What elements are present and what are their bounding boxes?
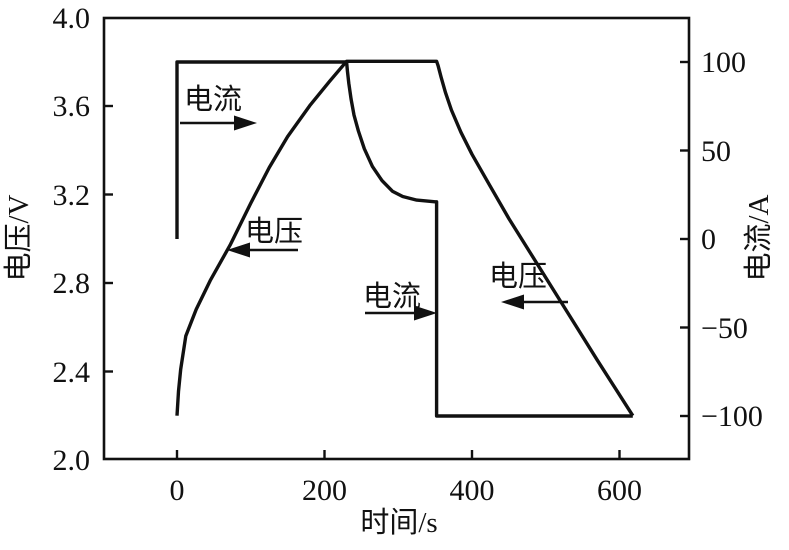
annotation-voltage-charge-label: 电压 — [245, 215, 303, 248]
right-tick-label-0: 0 — [701, 223, 716, 256]
x-tick-label-200: 200 — [302, 474, 347, 507]
left-axis-ticks — [104, 104, 113, 373]
left-tick-label-2.8: 2.8 — [53, 267, 91, 300]
left-tick-label-2.4: 2.4 — [53, 356, 91, 389]
right-axis-ticks — [680, 60, 689, 418]
voltage-curve — [175, 59, 635, 417]
right-axis-title: 电流/A — [742, 194, 775, 281]
x-tick-label-0: 0 — [170, 474, 185, 507]
right-tick-label-minus100: −100 — [701, 400, 763, 433]
annotation-current-charge: 电流 — [180, 83, 257, 131]
arrow-right-icon — [414, 305, 437, 321]
right-tick-label-50: 50 — [701, 135, 731, 168]
annotation-current-discharge-label: 电流 — [363, 280, 421, 313]
arrow-left-icon — [227, 242, 250, 258]
current-curve — [175, 60, 633, 418]
annotation-current-discharge: 电流 — [363, 280, 437, 321]
right-tick-label-minus50: −50 — [701, 312, 748, 345]
annotation-current-charge-label: 电流 — [184, 83, 242, 116]
annotation-voltage-charge: 电压 — [227, 215, 303, 258]
arrow-right-icon — [234, 115, 257, 131]
left-tick-label-3.2: 3.2 — [53, 179, 91, 212]
x-tick-label-600: 600 — [597, 474, 642, 507]
annotation-voltage-discharge: 电压 — [489, 260, 568, 310]
x-axis-title: 时间/s — [360, 506, 437, 539]
annotation-voltage-discharge-label: 电压 — [489, 260, 547, 293]
left-tick-label-3.6: 3.6 — [53, 90, 91, 123]
x-axis-ticks — [175, 450, 621, 459]
left-axis-title: 电压/V — [2, 194, 35, 281]
arrow-left-icon — [501, 294, 524, 310]
left-tick-label-2.0: 2.0 — [53, 444, 91, 477]
x-tick-label-400: 400 — [450, 474, 495, 507]
left-tick-label-4.0: 4.0 — [53, 2, 91, 35]
right-tick-label-100: 100 — [701, 46, 746, 79]
